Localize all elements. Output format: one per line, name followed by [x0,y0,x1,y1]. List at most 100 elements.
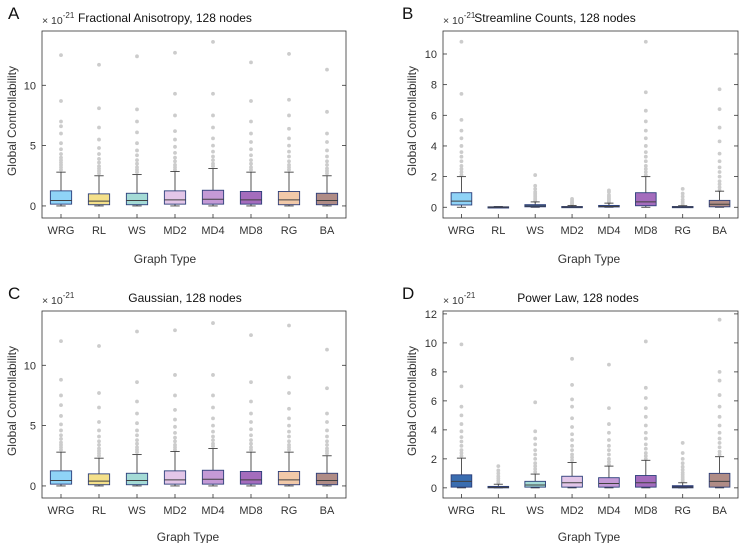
outlier-point [211,393,215,398]
y-tick-label: 5 [30,421,36,433]
box [87,473,111,486]
outlier-point [459,150,464,154]
outlier-point [59,147,63,152]
outlier-point [287,391,291,395]
outlier-point [643,406,648,411]
outlier-point [607,188,611,193]
outlier-point [287,375,291,380]
x-tick-label: WS [128,505,146,517]
x-tick-label: WS [526,225,544,237]
box [277,191,301,206]
x-tick-label: RL [92,505,106,517]
outlier-point [97,137,101,142]
outlier-point [717,159,722,164]
outlier-point [135,165,139,170]
outlier-point [717,139,722,144]
outlier-point [173,443,177,447]
box [635,475,657,488]
outlier-point [325,446,329,451]
outlier-point [173,159,177,164]
panel-c: C Gaussian, 128 nodes × 10-21 Graph Type… [5,284,347,543]
box [239,191,263,205]
outlier-point [717,369,722,374]
outlier-point [717,414,722,419]
x-tick-label: WRG [48,505,75,517]
exponent-base: × 10 [443,295,464,307]
outlier-point [717,378,722,383]
outlier-point [643,108,648,113]
outlier-point [59,414,63,418]
outlier-point [607,459,611,464]
outlier-point [97,391,101,395]
box [125,192,149,206]
outlier-point [607,362,611,367]
outlier-point [643,454,648,458]
outlier-point [287,439,291,444]
outlier-point [59,440,63,445]
outlier-point [717,170,722,174]
outlier-point [533,470,538,474]
outlier-point [459,429,464,434]
x-axis-label: Graph Type [157,530,220,543]
outlier-point [459,404,464,409]
outlier-point [173,50,177,55]
outlier-point [680,451,685,455]
outlier-point [135,445,139,450]
outlier-point [135,438,139,442]
outlier-point [173,439,177,444]
outlier-point [135,441,139,446]
outlier-point [570,448,574,453]
y-tick-label: 5 [30,141,36,153]
outlier-point [211,113,215,118]
box [598,477,620,488]
chart-title: Gaussian, 128 nodes [128,291,241,305]
panel-a: A Fractional Anisotropy, 128 nodes × 10-… [5,4,347,266]
outlier-point [97,125,101,130]
panel-letter: D [402,284,414,303]
outlier-point [287,143,291,148]
outlier-point [496,471,501,476]
box [87,193,111,206]
outlier-point [717,182,722,187]
outlier-point [570,356,574,361]
outlier-point [97,160,101,165]
x-tick-label: MD8 [239,225,262,237]
outlier-point [533,173,538,177]
outlier-point [173,373,177,377]
panel-b: B Streamline Counts, 128 nodes × 10-21 G… [402,4,739,266]
outlier-point [211,405,215,410]
outlier-point [607,456,611,461]
outlier-point [680,467,685,472]
x-axis-label: Graph Type [134,252,197,266]
exponent-base: × 10 [42,295,63,307]
outlier-point [717,107,722,112]
outlier-point [249,131,253,136]
chart-title: Fractional Anisotropy, 128 nodes [78,11,252,25]
outlier-point [643,173,648,177]
outlier-point [607,448,611,453]
outlier-point [59,131,63,136]
exponent-base: × 10 [42,15,63,27]
chart-title: Power Law, 128 nodes [517,291,638,305]
y-tick-label: 4 [431,425,437,437]
box [708,472,731,488]
outlier-point [173,144,177,149]
outlier-point [249,161,253,166]
outlier-point [135,433,139,438]
outlier-point [211,154,215,159]
x-tick-label: RL [491,505,505,517]
outlier-point [325,439,329,444]
panel-letter: C [8,284,20,303]
outlier-point [533,186,538,191]
y-tick-label: 0 [30,201,36,213]
outlier-point [249,427,253,432]
outlier-point [325,386,329,391]
outlier-point [211,429,215,434]
outlier-point [570,432,574,437]
outlier-point [325,428,329,433]
axes-frame [41,30,347,219]
outlier-point [135,130,139,135]
outlier-point [249,153,253,158]
outlier-point [459,167,464,171]
